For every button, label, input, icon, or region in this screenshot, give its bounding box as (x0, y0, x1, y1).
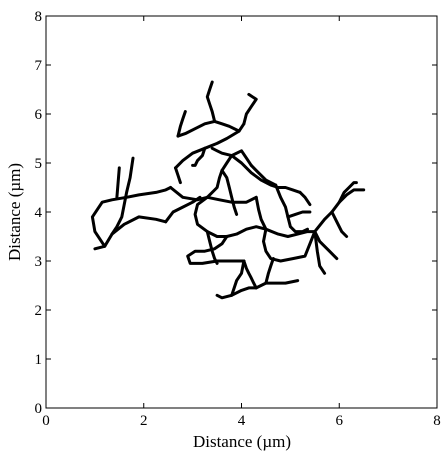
trace-line-21 (254, 279, 300, 290)
y-tick-label: 1 (35, 352, 43, 368)
trace-line-36 (176, 119, 241, 138)
trace-line-4 (115, 166, 121, 199)
trace-line-3 (90, 186, 173, 248)
trace-line-27 (205, 195, 258, 204)
trace-line-25 (249, 163, 278, 187)
trace-line-2 (110, 215, 168, 236)
plot-frame (45, 15, 438, 409)
trace-line-23 (230, 154, 302, 194)
x-tick-label: 4 (238, 413, 246, 429)
trace-line-16 (186, 235, 246, 265)
trace-line-40 (174, 166, 182, 185)
trace-line-11 (337, 181, 358, 204)
y-tick-label: 8 (35, 9, 43, 25)
trace-line-34 (174, 122, 246, 170)
trace-line-26 (220, 168, 239, 216)
trace-line-39 (191, 146, 207, 167)
trace-line-8 (193, 195, 229, 238)
trace-line-7 (205, 154, 234, 199)
trace-line-12 (330, 210, 349, 238)
y-tick-label: 4 (35, 205, 43, 221)
y-tick-label: 7 (35, 58, 43, 74)
plot-background (46, 16, 437, 408)
trace-line-22 (264, 257, 275, 285)
y-tick-label: 5 (35, 156, 43, 172)
trace-line-29 (274, 183, 290, 219)
x-tick-label: 0 (42, 413, 50, 429)
x-tick-label: 2 (140, 413, 148, 429)
trace-line-14 (313, 230, 327, 275)
x-tick-label: 8 (433, 413, 441, 429)
trace-line-20 (230, 259, 246, 297)
y-tick-label: 6 (35, 107, 43, 123)
y-tick-label: 3 (35, 254, 43, 270)
x-axis-label: Distance (µm) (193, 432, 291, 451)
y-tick-label: 2 (35, 303, 43, 319)
tick-layer: 0 2 4 6 8 0 1 2 3 4 5 6 7 8 (35, 9, 441, 429)
trace-line-30 (286, 215, 309, 234)
trace-line-32 (298, 190, 312, 207)
trace-line-35 (242, 92, 258, 126)
x-tick-label: 6 (336, 413, 344, 429)
trace-line-19 (215, 286, 258, 300)
trace-line-13 (313, 230, 339, 261)
series-layer (90, 80, 366, 300)
trace-line-17 (205, 230, 219, 265)
trace-line-33 (210, 146, 234, 158)
trace-line-31 (286, 210, 312, 219)
y-axis-label: Distance (µm) (5, 163, 24, 261)
y-tick-label: 0 (35, 401, 43, 417)
trace-line-15 (262, 227, 317, 263)
trace-line-1 (93, 156, 135, 251)
trace-line-28 (254, 195, 268, 231)
trace-line-24 (230, 149, 253, 167)
trace-line-6 (169, 186, 209, 202)
trace-line-18 (242, 259, 258, 290)
trace-line-37 (176, 110, 187, 138)
trace-line-38 (205, 80, 217, 123)
